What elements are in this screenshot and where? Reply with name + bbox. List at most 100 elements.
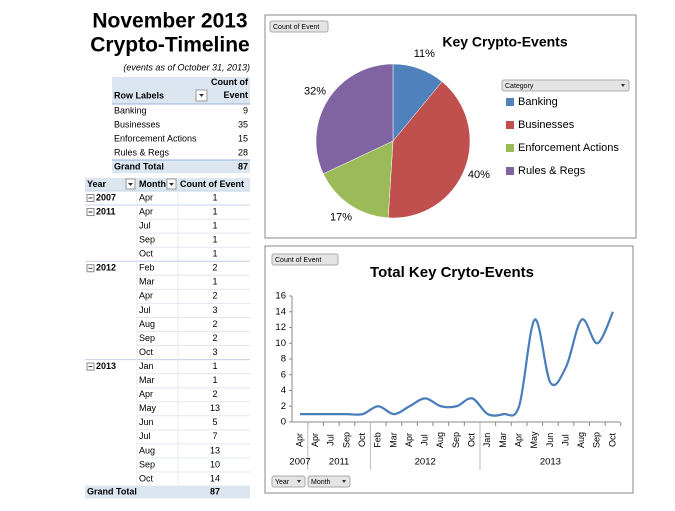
cell-value: 1 (212, 375, 217, 385)
year-label: 2011 (96, 206, 116, 216)
cell-value: 3 (212, 305, 217, 315)
x-group-label: 2012 (415, 457, 436, 468)
column-header: Year (87, 179, 107, 189)
cell-value: 3 (212, 347, 217, 357)
x-tick-label: Aug (435, 432, 445, 448)
x-tick-label: Aug (576, 432, 586, 448)
cell-value: 1 (212, 192, 217, 202)
x-tick-label: Oct (607, 433, 617, 448)
y-tick-label: 14 (275, 306, 286, 317)
dropdown-arrow (128, 183, 133, 186)
dropdown-arrow (199, 94, 204, 97)
month-label: Mar (139, 277, 155, 287)
title-line: Crypto-Timeline (90, 34, 249, 57)
x-tick-label: Jul (326, 434, 336, 446)
dropdown-arrow (169, 183, 174, 186)
line-chart-frame (264, 245, 634, 494)
x-tick-label: Apr (404, 433, 414, 447)
x-tick-label: Apr (310, 433, 320, 447)
cell-value: 13 (210, 445, 220, 455)
x-group-label: 2013 (540, 457, 561, 468)
x-tick-label: May (529, 431, 539, 449)
x-tick-label: Sep (451, 432, 461, 448)
x-group-label: 2011 (329, 457, 349, 468)
x-tick-label: Sep (592, 432, 602, 448)
data-label: 40% (468, 169, 490, 181)
field-button: Count of Event (273, 24, 319, 31)
year-label: 2012 (96, 263, 116, 273)
field-button: Count of Event (275, 257, 321, 264)
month-label: Aug (139, 445, 155, 455)
legend-title: Category (505, 83, 534, 90)
y-tick-label: 0 (281, 417, 286, 428)
y-tick-label: 10 (275, 338, 286, 349)
cell-value: 2 (212, 319, 217, 329)
total-label: Grand Total (87, 486, 137, 496)
legend-swatch (506, 121, 514, 129)
x-tick-label: Mar (498, 432, 508, 448)
legend-title-box (501, 79, 630, 92)
x-tick-label: Mar (388, 432, 398, 448)
row-label: Businesses (114, 119, 161, 129)
table-total-bg (112, 160, 250, 173)
data-line (299, 311, 615, 417)
cell-value: 2 (212, 333, 217, 343)
x-tick-label: Sep (341, 432, 351, 448)
cell-value: 5 (212, 417, 217, 427)
cell-value: 9 (243, 105, 248, 115)
cell-value: 14 (210, 473, 220, 483)
dropdown-arrow (297, 480, 301, 483)
month-label: Apr (139, 389, 153, 399)
axis-button-box (307, 475, 351, 488)
x-tick-label: Feb (373, 432, 383, 448)
legend-swatch (506, 98, 514, 106)
x-tick-label: Oct (467, 433, 477, 448)
y-tick-label: 8 (281, 354, 286, 365)
pie-slice (322, 140, 394, 219)
month-label: Jan (139, 361, 154, 371)
legend-label: Businesses (518, 119, 575, 131)
table-total-bg (85, 485, 250, 499)
note: (events as of October 31, 2013) (123, 62, 250, 72)
month-label: Oct (139, 473, 154, 483)
month-label: Jun (139, 417, 154, 427)
cell-value: 1 (212, 249, 217, 259)
cell-value: 1 (212, 361, 217, 371)
legend-label: Enforcement Actions (518, 142, 619, 154)
axis-button-box (271, 475, 306, 488)
column-header: Count of Event (211, 77, 248, 100)
month-label: Sep (139, 459, 155, 469)
x-tick-label: Jun (545, 433, 555, 448)
field-button-box (271, 253, 339, 266)
cell-value: 35 (238, 119, 248, 129)
y-tick-label: 16 (275, 291, 286, 302)
axis-button: Month (311, 479, 331, 486)
month-label: Jul (139, 431, 151, 441)
year-label: 2013 (96, 361, 116, 371)
year-label: 2007 (96, 192, 116, 202)
column-header: Row Labels (114, 90, 164, 100)
month-label: Apr (139, 291, 153, 301)
cell-value: 2 (212, 263, 217, 273)
data-label: 17% (330, 211, 352, 223)
axis-button: Year (275, 479, 290, 486)
x-tick-label: Apr (513, 433, 523, 447)
dropdown-arrow (621, 84, 625, 87)
pie-slice (387, 81, 471, 219)
table-header-bg (112, 77, 250, 104)
month-label: Apr (139, 192, 153, 202)
row-label: Enforcement Actions (114, 133, 197, 143)
x-tick-label: Apr (294, 433, 304, 447)
month-label: Jul (139, 305, 151, 315)
total-value: 87 (210, 486, 220, 496)
x-tick-label: Jul (560, 434, 570, 446)
cell-value: 2 (212, 389, 217, 399)
month-label: Feb (139, 263, 155, 273)
y-tick-label: 6 (281, 369, 286, 380)
legend-swatch (506, 144, 514, 152)
title-line: November 2013 (92, 10, 247, 33)
y-tick-label: 4 (281, 385, 286, 396)
cell-value: 7 (212, 431, 217, 441)
pie-slice (315, 63, 394, 175)
